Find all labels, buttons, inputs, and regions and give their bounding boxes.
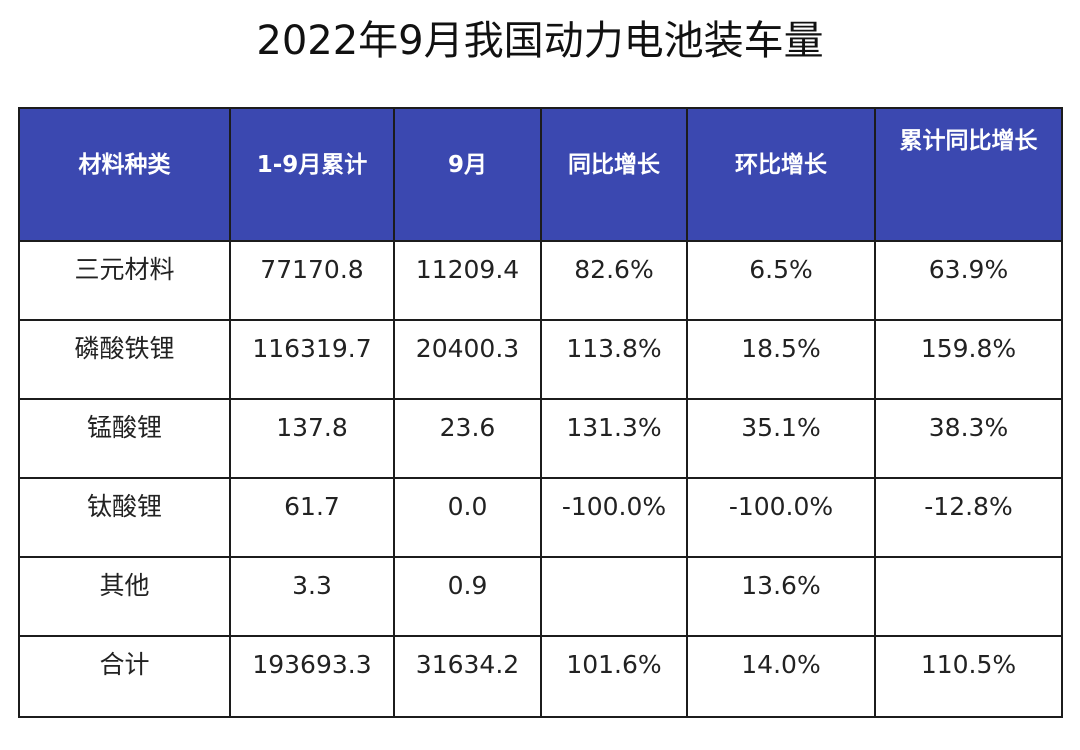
- table-row: 锰酸锂 137.8 23.6 131.3% 35.1% 38.3%: [18, 398, 1063, 479]
- cell-mom: 6.5%: [686, 240, 876, 321]
- table-header-row: 材料种类 1-9月累计 9月 同比增长 环比增长 累计同比增长: [18, 107, 1063, 242]
- table-row: 钛酸锂 61.7 0.0 -100.0% -100.0% -12.8%: [18, 477, 1063, 558]
- cell-mom: -100.0%: [686, 477, 876, 558]
- cell-cumulative-yoy: 110.5%: [874, 635, 1063, 718]
- page-title: 2022年9月我国动力电池装车量: [256, 18, 824, 64]
- cell-cumulative-yoy: -12.8%: [874, 477, 1063, 558]
- cell-yoy: 131.3%: [540, 398, 688, 479]
- cell-material: 钛酸锂: [18, 477, 231, 558]
- cell-material: 合计: [18, 635, 231, 718]
- header-cumulative-yoy-growth: 累计同比增长: [874, 107, 1063, 242]
- cell-cumulative-yoy: [874, 556, 1063, 637]
- cell-yoy: 113.8%: [540, 319, 688, 400]
- header-september: 9月: [393, 107, 542, 242]
- table-row: 三元材料 77170.8 11209.4 82.6% 6.5% 63.9%: [18, 240, 1063, 321]
- table-row-total: 合计 193693.3 31634.2 101.6% 14.0% 110.5%: [18, 635, 1063, 718]
- cell-cumulative: 193693.3: [229, 635, 395, 718]
- cell-mom: 35.1%: [686, 398, 876, 479]
- cell-material: 其他: [18, 556, 231, 637]
- cell-cumulative-yoy: 38.3%: [874, 398, 1063, 479]
- cell-september: 0.0: [393, 477, 542, 558]
- table-row: 磷酸铁锂 116319.7 20400.3 113.8% 18.5% 159.8…: [18, 319, 1063, 400]
- cell-mom: 13.6%: [686, 556, 876, 637]
- battery-installation-table: 材料种类 1-9月累计 9月 同比增长 环比增长 累计同比增长 三元材料 771…: [18, 107, 1063, 718]
- cell-cumulative: 116319.7: [229, 319, 395, 400]
- cell-cumulative-yoy: 63.9%: [874, 240, 1063, 321]
- cell-september: 20400.3: [393, 319, 542, 400]
- cell-cumulative: 3.3: [229, 556, 395, 637]
- cell-september: 31634.2: [393, 635, 542, 718]
- cell-cumulative: 61.7: [229, 477, 395, 558]
- header-material-type: 材料种类: [18, 107, 231, 242]
- cell-cumulative: 77170.8: [229, 240, 395, 321]
- cell-yoy: -100.0%: [540, 477, 688, 558]
- header-cumulative-jan-sep: 1-9月累计: [229, 107, 395, 242]
- cell-cumulative: 137.8: [229, 398, 395, 479]
- cell-mom: 18.5%: [686, 319, 876, 400]
- cell-yoy: 82.6%: [540, 240, 688, 321]
- cell-september: 11209.4: [393, 240, 542, 321]
- cell-material: 磷酸铁锂: [18, 319, 231, 400]
- cell-september: 23.6: [393, 398, 542, 479]
- cell-cumulative-yoy: 159.8%: [874, 319, 1063, 400]
- cell-september: 0.9: [393, 556, 542, 637]
- cell-yoy: [540, 556, 688, 637]
- cell-material: 三元材料: [18, 240, 231, 321]
- table-row: 其他 3.3 0.9 13.6%: [18, 556, 1063, 637]
- header-mom-growth: 环比增长: [686, 107, 876, 242]
- header-yoy-growth: 同比增长: [540, 107, 688, 242]
- cell-yoy: 101.6%: [540, 635, 688, 718]
- cell-mom: 14.0%: [686, 635, 876, 718]
- cell-material: 锰酸锂: [18, 398, 231, 479]
